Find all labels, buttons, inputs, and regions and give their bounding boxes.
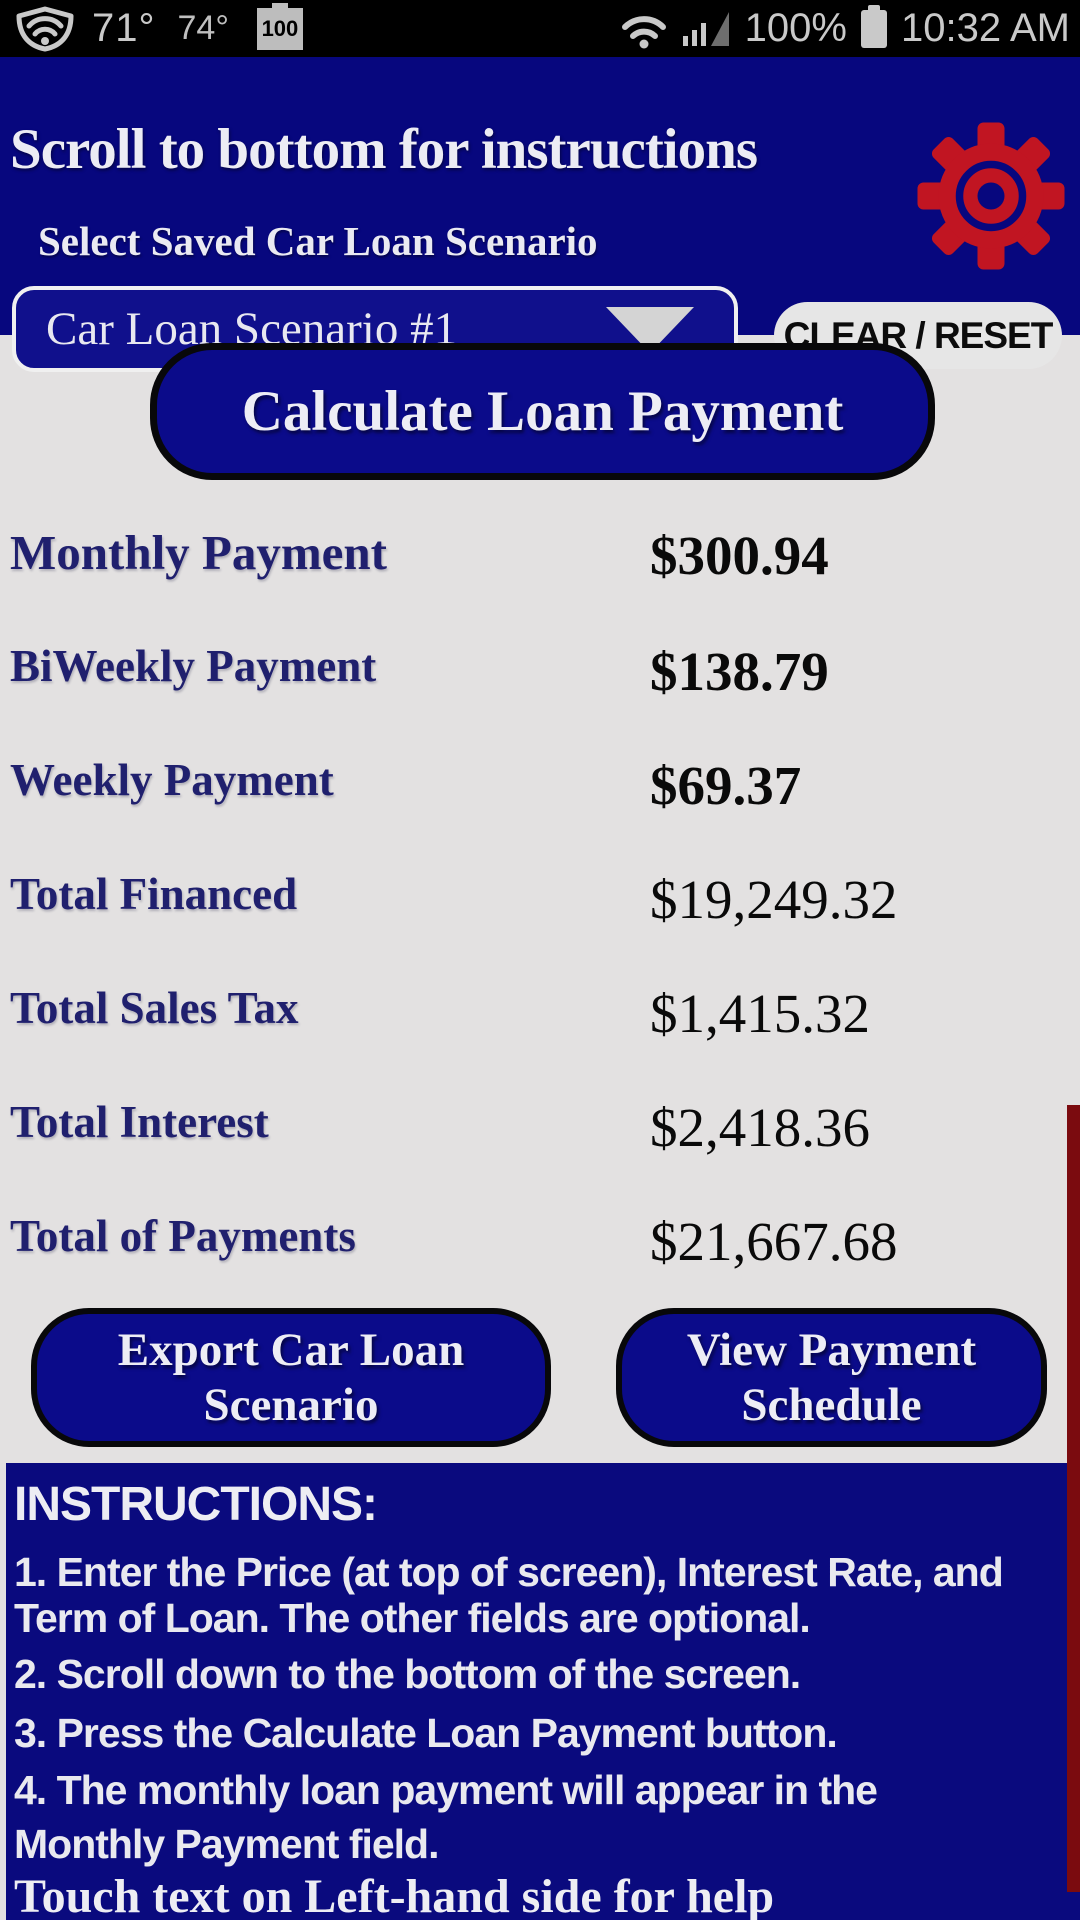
clock-label: 10:32 AM <box>900 6 1070 50</box>
clear-reset-button[interactable]: CLEAR / RESET <box>774 302 1062 369</box>
result-row-total-of-payments: Total of Payments $21,667.68 <box>0 1210 1080 1272</box>
result-row-total-interest: Total Interest $2,418.36 <box>0 1096 1080 1158</box>
weekly-payment-label[interactable]: Weekly Payment <box>10 755 334 805</box>
temperature-secondary: 74° <box>177 9 229 47</box>
battery-widget-value: 100 <box>261 15 299 41</box>
biweekly-payment-label[interactable]: BiWeekly Payment <box>10 641 377 691</box>
calculate-button-label: Calculate Loan Payment <box>241 380 844 443</box>
status-bar: 71° 74° 100 100% 10:32 AM <box>0 0 1080 57</box>
total-sales-tax-label[interactable]: Total Sales Tax <box>10 983 299 1033</box>
result-row-total-sales-tax: Total Sales Tax $1,415.32 <box>0 982 1080 1044</box>
battery-level-widget: 100 <box>256 2 303 50</box>
cellular-signal-icon <box>682 10 731 48</box>
instruction-line-4a: 4. The monthly loan payment will appear … <box>14 1767 878 1813</box>
weekly-payment-value: $69.37 <box>650 755 802 816</box>
calculate-loan-payment-button[interactable]: Calculate Loan Payment <box>150 343 935 480</box>
total-of-payments-label[interactable]: Total of Payments <box>10 1211 356 1261</box>
result-row-weekly-payment: Weekly Payment $69.37 <box>0 754 1080 816</box>
result-row-total-financed: Total Financed $19,249.32 <box>0 868 1080 930</box>
instructions-panel: INSTRUCTIONS: 1. Enter the Price (at top… <box>6 1463 1080 1920</box>
scrollbar-thumb[interactable] <box>1067 1105 1080 1892</box>
export-scenario-button[interactable]: Export Car Loan Scenario <box>31 1308 551 1447</box>
header-panel: Scroll to bottom for instructions Select… <box>0 57 1080 372</box>
instructions-title: INSTRUCTIONS: <box>14 1478 378 1531</box>
monthly-payment-value: $300.94 <box>650 525 829 586</box>
biweekly-payment-value: $138.79 <box>650 641 829 702</box>
total-of-payments-value: $21,667.68 <box>650 1211 898 1272</box>
view-button-line2: Schedule <box>741 1378 922 1431</box>
temperature-primary: 71° <box>92 6 156 50</box>
total-financed-value: $19,249.32 <box>650 869 898 930</box>
export-button-line1: Export Car Loan <box>117 1323 465 1376</box>
battery-icon <box>860 4 887 48</box>
security-shield-icon <box>14 6 76 52</box>
instruction-line-4b: Monthly Payment field. <box>14 1821 439 1867</box>
instructions-footer: Touch text on Left-hand side for help <box>14 1870 775 1920</box>
total-interest-value: $2,418.36 <box>650 1097 870 1158</box>
settings-gear-icon[interactable] <box>916 121 1066 271</box>
view-payment-schedule-button[interactable]: View Payment Schedule <box>616 1308 1047 1447</box>
result-row-monthly-payment: Monthly Payment $300.94 <box>0 524 1080 586</box>
select-scenario-label: Select Saved Car Loan Scenario <box>38 218 598 264</box>
export-button-line2: Scenario <box>203 1378 379 1431</box>
total-sales-tax-value: $1,415.32 <box>650 983 870 1044</box>
instruction-line-1a: 1. Enter the Price (at top of screen), I… <box>14 1549 1004 1595</box>
instruction-line-1b: Term of Loan. The other fields are optio… <box>14 1595 811 1641</box>
view-button-line1: View Payment <box>686 1323 977 1376</box>
instruction-line-3: 3. Press the Calculate Loan Payment butt… <box>14 1710 838 1756</box>
result-row-biweekly-payment: BiWeekly Payment $138.79 <box>0 640 1080 702</box>
total-interest-label[interactable]: Total Interest <box>10 1097 269 1147</box>
monthly-payment-label[interactable]: Monthly Payment <box>10 525 387 580</box>
wifi-icon <box>621 9 667 49</box>
instruction-line-2: 2. Scroll down to the bottom of the scre… <box>14 1651 801 1697</box>
total-financed-label[interactable]: Total Financed <box>10 869 298 919</box>
banner-text: Scroll to bottom for instructions <box>10 118 758 181</box>
battery-percent-label: 100% <box>744 6 847 50</box>
